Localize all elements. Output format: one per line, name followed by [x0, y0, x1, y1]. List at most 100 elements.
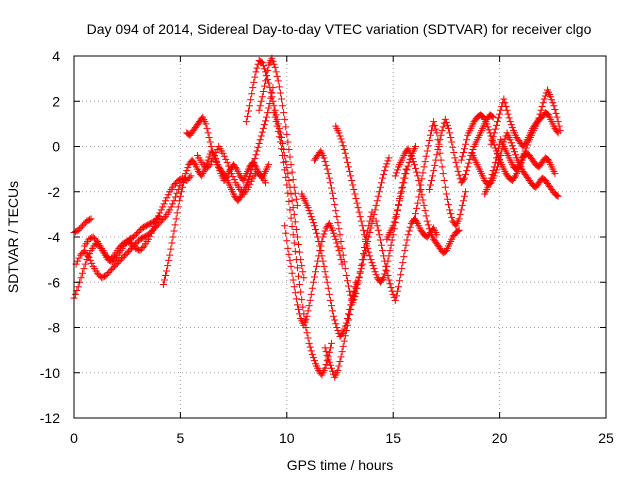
- data-point: [383, 160, 391, 168]
- data-point: [336, 132, 344, 140]
- data-point: [134, 228, 142, 236]
- data-point: [501, 99, 509, 107]
- data-point: [332, 320, 340, 328]
- data-point: [219, 149, 227, 157]
- data-point: [556, 127, 564, 135]
- data-point: [496, 155, 504, 163]
- data-point: [355, 208, 363, 216]
- data-point: [304, 307, 312, 315]
- data-point: [190, 159, 198, 167]
- data-point: [339, 328, 347, 336]
- data-point: [88, 234, 96, 242]
- data-point: [401, 174, 409, 182]
- data-point: [320, 262, 328, 270]
- data-point: [353, 281, 361, 289]
- data-point: [262, 179, 270, 187]
- data-point: [385, 154, 393, 162]
- data-point: [102, 271, 110, 279]
- data-point: [399, 259, 407, 267]
- y-tick-label: 2: [52, 93, 60, 109]
- data-point: [435, 140, 443, 148]
- data-point: [540, 95, 548, 103]
- data-point: [254, 143, 262, 151]
- data-point: [379, 275, 387, 283]
- data-point: [144, 221, 152, 229]
- data-point: [229, 173, 237, 181]
- data-point: [252, 68, 260, 76]
- data-point: [141, 222, 149, 230]
- data-point: [292, 225, 300, 233]
- data-point: [357, 265, 365, 273]
- data-point: [109, 264, 117, 272]
- data-point: [375, 188, 383, 196]
- y-tick-labels: -12 -10 -8 -6 -4 -2 0 2 4: [40, 48, 60, 426]
- data-point: [322, 161, 330, 169]
- data-point: [254, 169, 262, 177]
- data-point: [153, 215, 161, 223]
- data-point: [553, 127, 561, 135]
- data-point: [503, 106, 511, 114]
- data-point: [445, 124, 453, 132]
- data-point: [380, 274, 388, 282]
- data-point: [340, 146, 348, 154]
- data-point: [416, 187, 424, 195]
- data-point: [85, 253, 93, 261]
- data-point: [163, 194, 171, 202]
- data-point: [415, 193, 423, 201]
- data-point: [264, 109, 272, 117]
- data-point: [404, 231, 412, 239]
- data-point: [74, 283, 82, 291]
- data-point: [291, 189, 299, 197]
- data-point: [312, 268, 320, 276]
- data-point: [144, 235, 152, 243]
- data-point: [202, 165, 210, 173]
- data-point: [376, 183, 384, 191]
- data-point: [420, 201, 428, 209]
- series-arc-9: [255, 54, 301, 209]
- series-arc-2: [70, 215, 95, 236]
- data-point: [181, 176, 189, 184]
- data-point: [432, 125, 440, 133]
- data-point: [301, 318, 309, 326]
- data-point: [507, 139, 515, 147]
- series-arc-6: [183, 84, 277, 205]
- data-point: [125, 238, 133, 246]
- data-point: [485, 180, 493, 188]
- data-point: [418, 175, 426, 183]
- data-point: [208, 147, 216, 155]
- series-arc-14: [321, 154, 393, 381]
- data-point: [296, 248, 304, 256]
- data-point: [552, 109, 560, 117]
- data-point: [135, 246, 143, 254]
- data-point: [299, 268, 307, 276]
- data-point: [407, 152, 415, 160]
- data-point: [372, 201, 380, 209]
- data-point: [413, 168, 421, 176]
- data-point: [163, 267, 171, 275]
- data-point: [80, 220, 88, 228]
- data-point: [184, 164, 192, 172]
- data-point: [147, 229, 155, 237]
- data-point: [348, 301, 356, 309]
- data-point: [484, 123, 492, 131]
- data-point: [260, 121, 268, 129]
- data-point: [286, 153, 294, 161]
- data-point: [110, 262, 118, 270]
- data-point: [159, 281, 167, 289]
- data-point: [290, 239, 298, 247]
- data-point: [368, 219, 376, 227]
- data-point: [106, 256, 114, 264]
- data-point: [519, 153, 527, 161]
- data-point: [350, 185, 358, 193]
- data-point: [246, 102, 254, 110]
- data-point: [343, 158, 351, 166]
- series-arc-3: [72, 174, 187, 282]
- data-point: [371, 268, 379, 276]
- data-point: [116, 256, 124, 264]
- data-point: [183, 167, 191, 175]
- data-point: [167, 245, 175, 253]
- data-point: [262, 77, 270, 85]
- data-point: [83, 217, 91, 225]
- data-point: [501, 135, 509, 143]
- data-point: [324, 170, 332, 178]
